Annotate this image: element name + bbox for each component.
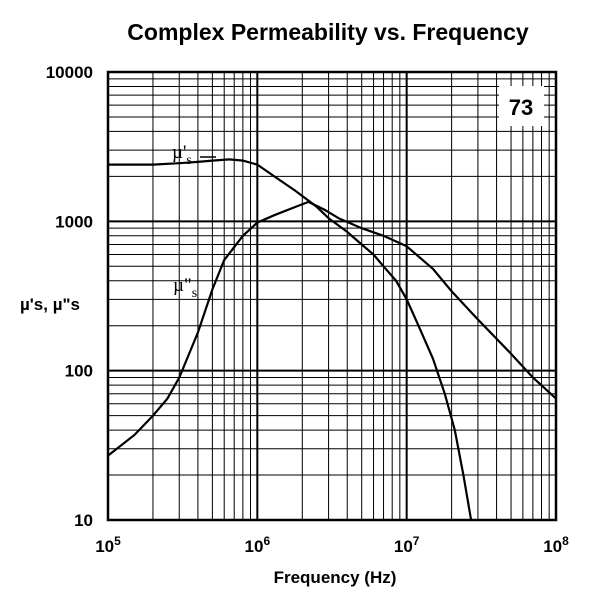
series-label-sub: s — [192, 286, 197, 301]
series-label-main: µ' — [172, 142, 186, 163]
y-axis-label: µ's, µ"s — [20, 295, 80, 314]
major-grid — [108, 72, 556, 520]
series-curves — [107, 158, 557, 521]
series-label-text: µ's — [172, 142, 192, 168]
y-axis-ticks: 10 100 1000 10000 — [46, 63, 93, 530]
series-label-mu-prime: µ's — [172, 142, 216, 168]
material-badge: 73 — [499, 86, 544, 126]
y-tick-label: 100 — [65, 362, 93, 381]
series-label-main: µ" — [173, 275, 192, 296]
series-label-sub: s — [186, 153, 191, 168]
y-tick-label: 10000 — [46, 63, 93, 82]
series-mu-double-prime-curve — [107, 200, 557, 457]
chart-title: Complex Permeability vs. Frequency — [127, 19, 529, 45]
x-axis-ticks: 105 106 107 108 — [95, 534, 569, 556]
series-label-text: µ"s — [173, 275, 197, 301]
x-tick-label: 105 — [95, 534, 121, 556]
x-axis-label: Frequency (Hz) — [274, 568, 397, 587]
series-label-mu-double-prime: µ"s — [173, 275, 197, 301]
badge-background — [499, 86, 544, 126]
x-tick-label: 107 — [394, 534, 420, 556]
y-tick-label: 1000 — [55, 212, 93, 231]
series-mu-prime-curve — [108, 158, 473, 521]
minor-grid — [108, 72, 556, 520]
x-tick-label: 108 — [543, 534, 569, 556]
x-tick-label: 106 — [245, 534, 271, 556]
plot-frame — [106, 70, 558, 522]
y-tick-label: 10 — [74, 511, 93, 530]
badge-label: 73 — [509, 95, 533, 120]
